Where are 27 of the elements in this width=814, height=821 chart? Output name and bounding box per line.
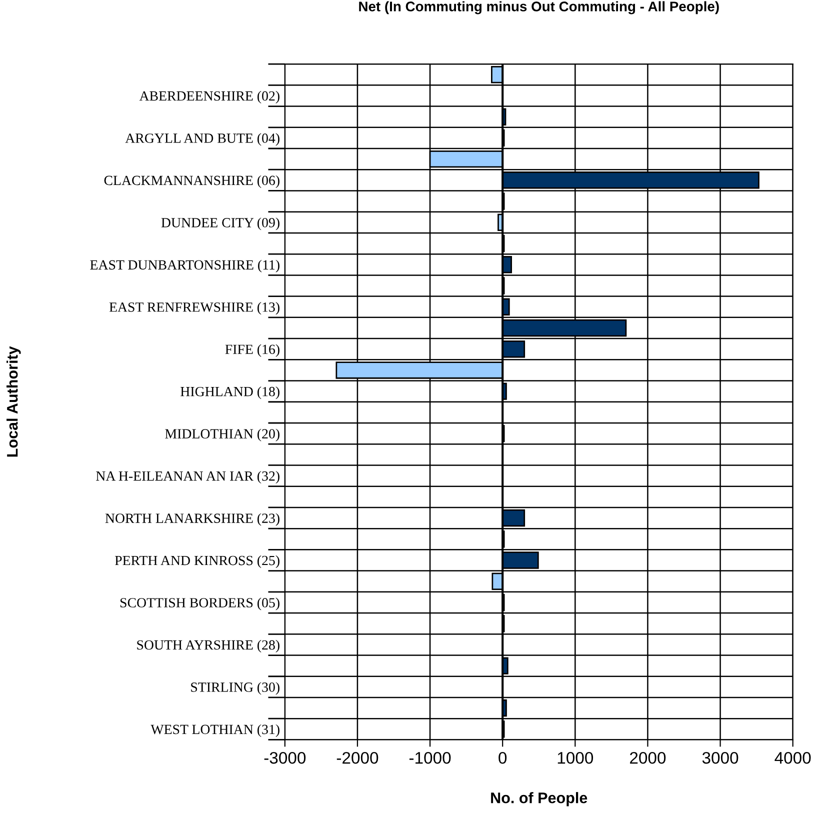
y-tick-label: HIGHLAND (18) xyxy=(180,386,280,400)
y-tick-label: PERTH AND KINROSS (25) xyxy=(114,555,280,568)
y-axis-title: Local Authority xyxy=(6,346,21,457)
chart-title: Net (In Commuting minus Out Commuting - All People) xyxy=(359,1,719,14)
x-tick-label: 2000 xyxy=(630,752,666,764)
y-tick-label: EAST RENFREWSHIRE (13) xyxy=(109,302,280,315)
x-tick-label: -3000 xyxy=(264,752,306,764)
x-tick-label: -2000 xyxy=(336,752,378,764)
y-tick-label: ARGYLL AND BUTE (04) xyxy=(125,133,280,146)
y-tick-label: CLACKMANNANSHIRE (06) xyxy=(104,175,280,188)
x-axis-title: No. of People xyxy=(491,792,588,806)
y-tick-label: MIDLOTHIAN (20) xyxy=(165,428,280,442)
x-tick-label: 4000 xyxy=(774,752,811,764)
y-tick-label: STIRLING (30) xyxy=(191,682,280,695)
y-tick-label: WEST LOTHIAN (31) xyxy=(150,724,280,737)
y-tick-label: FIFE (16) xyxy=(225,344,280,357)
x-tick-label: 3000 xyxy=(702,752,738,764)
y-tick-label: NA H-EILEANAN AN IAR (32) xyxy=(96,470,280,484)
y-tick-label: SCOTTISH BORDERS (05) xyxy=(120,598,280,610)
y-tick-label: SOUTH AYRSHIRE (28) xyxy=(137,640,280,652)
y-tick-label: NORTH LANARKSHIRE (23) xyxy=(105,513,280,526)
y-tick-label: DUNDEE CITY (09) xyxy=(161,218,280,230)
y-tick-label: ABERDEENSHIRE (02) xyxy=(139,90,280,104)
y-tick-label: EAST DUNBARTONSHIRE (11) xyxy=(90,260,280,272)
x-tick-label: 0 xyxy=(498,752,507,764)
x-tick-label: 1000 xyxy=(558,752,594,764)
x-tick-label: -1000 xyxy=(409,752,451,764)
